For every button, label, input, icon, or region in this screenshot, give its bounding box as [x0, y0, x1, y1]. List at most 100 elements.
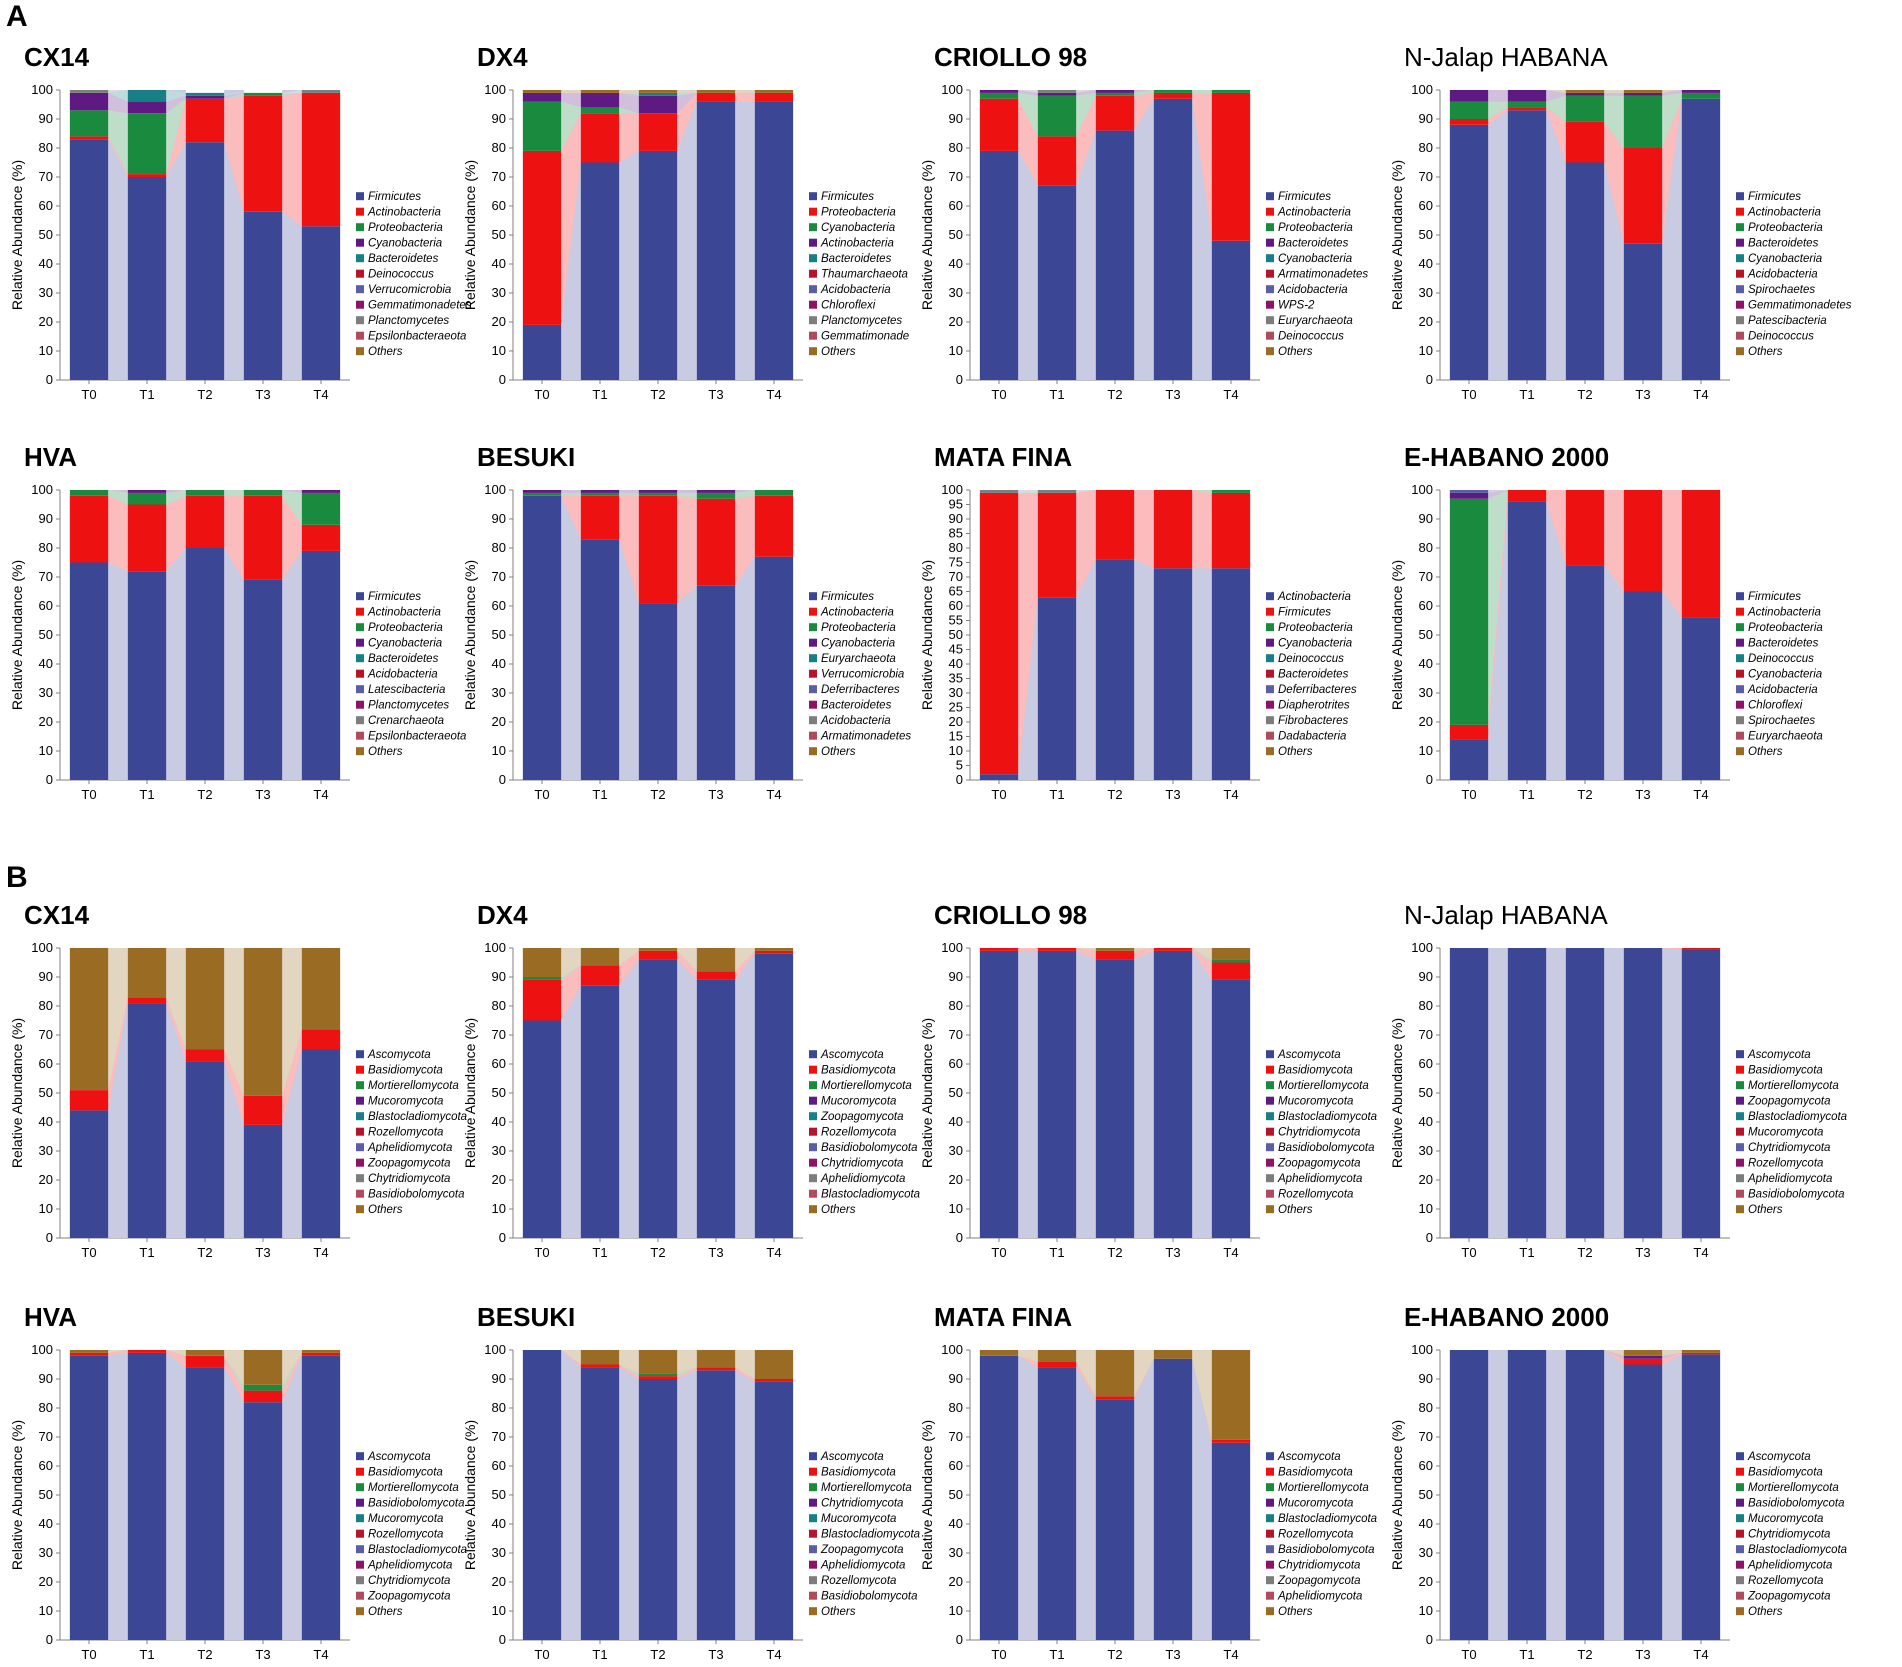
- y-tick-label: 30: [949, 685, 963, 700]
- legend-swatch: [356, 1576, 364, 1585]
- stack-connector-basidiomycota: [619, 1364, 639, 1379]
- y-axis-label: Relative Abundance (%): [1389, 1018, 1405, 1168]
- x-tick-label: T0: [534, 387, 549, 402]
- legend-swatch: [1736, 685, 1744, 694]
- y-tick-label: 0: [46, 772, 53, 787]
- stack-connector-basidiomycota: [108, 997, 128, 1111]
- y-tick-label: 20: [1419, 1574, 1433, 1589]
- legend-entry: Blastocladiomycota: [1748, 1544, 1847, 1556]
- legend-swatch: [356, 1467, 364, 1476]
- legend-entry: Others: [821, 746, 856, 758]
- y-tick-label: 80: [1419, 1400, 1433, 1415]
- panel-label-a: A: [6, 0, 28, 33]
- y-tick-label: 50: [949, 227, 963, 242]
- bar-segment-bacteroidetes-t3: [1623, 92, 1663, 96]
- x-tick-label: T0: [81, 787, 96, 802]
- stack-connector-firmicutes: [1546, 110, 1566, 381]
- legend-swatch: [1266, 592, 1274, 601]
- legend-swatch: [809, 1483, 817, 1492]
- stack-connector-bacteroidetes: [619, 92, 639, 96]
- stack-connector-others: [1488, 490, 1508, 493]
- legend-entry: Acidobacteria: [1747, 684, 1818, 696]
- bar-segment-firmicutes-t3: [243, 211, 283, 380]
- legend-entry: Ascomycota: [367, 1451, 431, 1463]
- stack-connector-actinobacteria: [677, 92, 697, 114]
- y-tick-label: 40: [1419, 1516, 1433, 1531]
- x-tick-label: T4: [1223, 1647, 1238, 1662]
- legend-swatch: [1736, 1498, 1744, 1507]
- stack-connector-basidiomycota: [561, 965, 581, 1021]
- legend-swatch: [1266, 1189, 1274, 1198]
- legend-entry: Rozellomycota: [1278, 1529, 1353, 1541]
- legend-entry: Cyanobacteria: [1748, 669, 1822, 681]
- y-tick-label: 60: [39, 198, 53, 213]
- bar-segment-basidiomycota-t3: [696, 1367, 736, 1371]
- y-axis-label: Relative Abundance (%): [462, 560, 478, 710]
- legend-entry: Chytridiomycota: [821, 1158, 903, 1170]
- y-tick-label: 20: [1419, 314, 1433, 329]
- stack-connector-firmicutes: [1192, 98, 1212, 380]
- stack-connector-bacteroidetes: [108, 90, 128, 102]
- bar-segment-cyanobacteria-t0: [522, 490, 562, 493]
- y-tick-label: 90: [1419, 511, 1433, 526]
- y-tick-label: 40: [39, 1114, 53, 1129]
- y-tick-label: 50: [1419, 227, 1433, 242]
- stack-connector-bacteroidetes: [677, 92, 697, 96]
- x-tick-label: T4: [766, 1647, 781, 1662]
- bar-segment-proteobacteria-t1: [1037, 95, 1077, 137]
- bar-segment-ascomycota-t2: [638, 1379, 678, 1640]
- bar-segment-others-t2: [638, 1350, 678, 1374]
- bar-segment-proteobacteria-t3: [696, 92, 736, 102]
- legend-entry: Ascomycota: [1277, 1049, 1341, 1061]
- legend-entry: Rozellomycota: [821, 1575, 896, 1587]
- bar-segment-basidiomycota-t1: [1037, 1361, 1077, 1368]
- y-tick-label: 70: [39, 1429, 53, 1444]
- stack-connector-others: [1662, 1350, 1682, 1356]
- stack-connector-proteobacteria: [224, 92, 244, 99]
- bar-segment-others-t1: [127, 948, 167, 998]
- legend-entry: Bacteroidetes: [368, 253, 439, 265]
- bar-segment-firmicutes-t1: [1507, 501, 1547, 780]
- x-tick-label: T2: [1577, 387, 1592, 402]
- y-tick-label: 65: [949, 584, 963, 599]
- bar-segment-proteobacteria-t4: [754, 92, 794, 102]
- y-tick-label: 100: [484, 82, 506, 97]
- y-tick-label: 70: [949, 1027, 963, 1042]
- y-tick-label: 60: [949, 1056, 963, 1071]
- stack-connector-basidiomycota: [735, 1367, 755, 1382]
- bar-segment-ascomycota-t2: [638, 959, 678, 1238]
- legend-swatch: [1266, 1205, 1274, 1214]
- x-tick-label: T2: [1107, 387, 1122, 402]
- stack-connector-others: [108, 1350, 128, 1353]
- bar-segment-others-t0: [69, 90, 109, 93]
- stack-connector-firmicutes: [735, 556, 755, 780]
- legend-swatch: [1266, 1452, 1274, 1461]
- bar-segment-cyanobacteria-t0: [69, 92, 109, 111]
- bar-segment-ascomycota-t4: [1681, 1354, 1721, 1640]
- bar-segment-basidiomycota-t3: [1623, 1358, 1663, 1365]
- legend-swatch: [1736, 1591, 1744, 1600]
- stack-connector-others: [282, 948, 302, 1096]
- bar-segment-proteobacteria-t2: [638, 113, 678, 151]
- bar-segment-ascomycota-t2: [1095, 959, 1135, 1238]
- x-tick-label: T4: [313, 387, 328, 402]
- y-axis-label: Relative Abundance (%): [9, 560, 25, 710]
- y-tick-label: 60: [949, 598, 963, 613]
- bar-segment-ascomycota-t1: [580, 985, 620, 1238]
- stack-connector-cyanobacteria: [282, 490, 302, 493]
- stack-connector-ascomycota: [677, 959, 697, 1238]
- y-tick-label: 0: [499, 1632, 506, 1647]
- legend-swatch: [809, 747, 817, 756]
- x-tick-label: T2: [197, 1245, 212, 1260]
- stack-connector-firmicutes: [166, 142, 186, 380]
- bar-segment-proteobacteria-t0: [1449, 101, 1489, 119]
- y-tick-label: 90: [1419, 969, 1433, 984]
- legend-swatch: [356, 1065, 364, 1074]
- y-tick-label: 90: [492, 1371, 506, 1386]
- bar-segment-basidiomycota-t0: [69, 1352, 109, 1356]
- bar-segment-others-t0: [69, 948, 109, 1091]
- legend-swatch: [1736, 316, 1744, 325]
- y-tick-label: 70: [1419, 169, 1433, 184]
- legend-entry: Blastocladiomycota: [1278, 1111, 1377, 1123]
- stack-connector-firmicutes: [1488, 501, 1508, 780]
